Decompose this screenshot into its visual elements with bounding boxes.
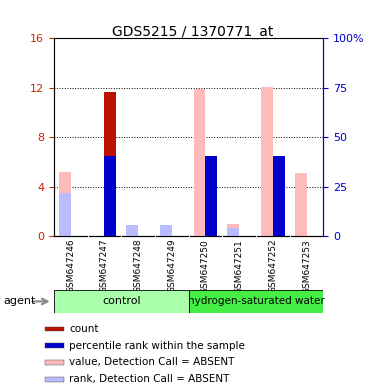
Bar [104, 156, 116, 236]
Text: count: count [69, 324, 99, 334]
Text: GSM647252: GSM647252 [268, 239, 277, 293]
Text: percentile rank within the sample: percentile rank within the sample [69, 341, 245, 351]
Text: rank, Detection Call = ABSENT: rank, Detection Call = ABSENT [69, 374, 229, 384]
Bar [45, 326, 64, 331]
Bar [45, 377, 64, 382]
Text: GSM647253: GSM647253 [302, 239, 311, 294]
Text: hydrogen-saturated water: hydrogen-saturated water [187, 296, 325, 306]
Bar [295, 173, 306, 236]
Bar [126, 225, 138, 236]
Bar [59, 172, 71, 236]
Bar [160, 225, 172, 236]
Bar [206, 156, 217, 236]
Text: control: control [102, 296, 141, 306]
Bar [45, 360, 64, 365]
Bar [189, 290, 323, 313]
Bar [228, 227, 239, 236]
Bar [54, 290, 189, 313]
Text: GSM647249: GSM647249 [167, 239, 176, 293]
Text: GDS5215 / 1370771_at: GDS5215 / 1370771_at [112, 25, 273, 39]
Bar [59, 193, 71, 236]
Bar [273, 156, 285, 236]
Text: GSM647248: GSM647248 [134, 239, 142, 293]
Bar [104, 91, 116, 236]
Bar [160, 232, 172, 236]
Text: GSM647247: GSM647247 [100, 239, 109, 293]
Text: GSM647251: GSM647251 [235, 239, 244, 294]
Bar [45, 343, 64, 348]
Text: agent: agent [4, 296, 36, 306]
Bar [228, 224, 239, 236]
Bar [194, 89, 206, 236]
Text: GSM647246: GSM647246 [66, 239, 75, 293]
Bar [126, 232, 138, 236]
Text: GSM647250: GSM647250 [201, 239, 210, 294]
Bar [261, 87, 273, 236]
Text: value, Detection Call = ABSENT: value, Detection Call = ABSENT [69, 358, 234, 367]
